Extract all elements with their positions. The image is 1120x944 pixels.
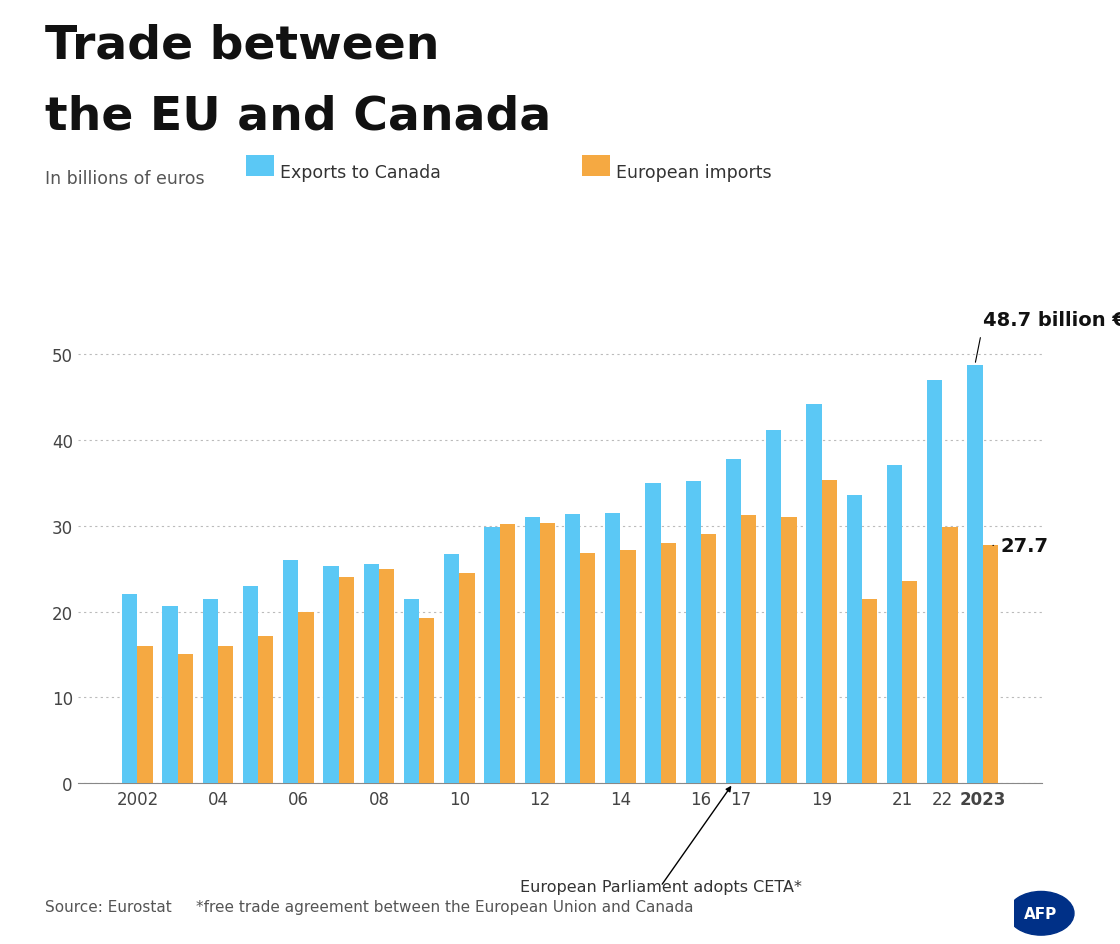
Circle shape: [1008, 891, 1074, 936]
Bar: [942, 528, 958, 784]
Bar: [218, 647, 233, 784]
Bar: [887, 466, 902, 784]
Bar: [782, 517, 796, 784]
Text: the EU and Canada: the EU and Canada: [45, 94, 551, 140]
Bar: [685, 481, 701, 784]
Bar: [766, 430, 782, 784]
Text: Trade between: Trade between: [45, 24, 439, 69]
Bar: [620, 550, 636, 784]
Bar: [338, 578, 354, 784]
Text: AFP: AFP: [1025, 906, 1057, 920]
Bar: [379, 569, 394, 784]
Bar: [324, 566, 338, 784]
Text: *free trade agreement between the European Union and Canada: *free trade agreement between the Europe…: [196, 899, 693, 914]
Bar: [982, 546, 998, 784]
Bar: [138, 647, 152, 784]
Text: European Parliament adopts CETA*: European Parliament adopts CETA*: [520, 879, 802, 894]
Bar: [861, 599, 877, 784]
Bar: [847, 496, 861, 784]
Text: European imports: European imports: [616, 164, 772, 182]
Bar: [661, 543, 675, 784]
Bar: [419, 618, 435, 784]
Bar: [404, 599, 419, 784]
Bar: [298, 612, 314, 784]
Text: 27.7: 27.7: [1000, 536, 1048, 555]
Text: Source: Eurostat: Source: Eurostat: [45, 899, 171, 914]
Bar: [500, 524, 515, 784]
Bar: [822, 480, 837, 784]
Bar: [364, 565, 379, 784]
Bar: [203, 599, 218, 784]
Bar: [243, 586, 259, 784]
Bar: [927, 380, 942, 784]
Bar: [741, 515, 756, 784]
Bar: [605, 514, 620, 784]
Bar: [902, 582, 917, 784]
Bar: [701, 534, 716, 784]
Bar: [459, 573, 475, 784]
Text: In billions of euros: In billions of euros: [45, 170, 205, 188]
Bar: [564, 514, 580, 784]
Bar: [283, 561, 298, 784]
Bar: [445, 554, 459, 784]
Bar: [484, 528, 500, 784]
Bar: [645, 483, 661, 784]
Text: Exports to Canada: Exports to Canada: [280, 164, 441, 182]
Bar: [524, 517, 540, 784]
Bar: [122, 595, 138, 784]
Bar: [806, 404, 822, 784]
Bar: [968, 365, 982, 784]
Bar: [162, 606, 178, 784]
Bar: [580, 553, 596, 784]
Bar: [259, 636, 273, 784]
Bar: [178, 655, 193, 784]
Bar: [540, 524, 556, 784]
Text: 48.7 billion €: 48.7 billion €: [983, 311, 1120, 329]
Bar: [726, 460, 741, 784]
